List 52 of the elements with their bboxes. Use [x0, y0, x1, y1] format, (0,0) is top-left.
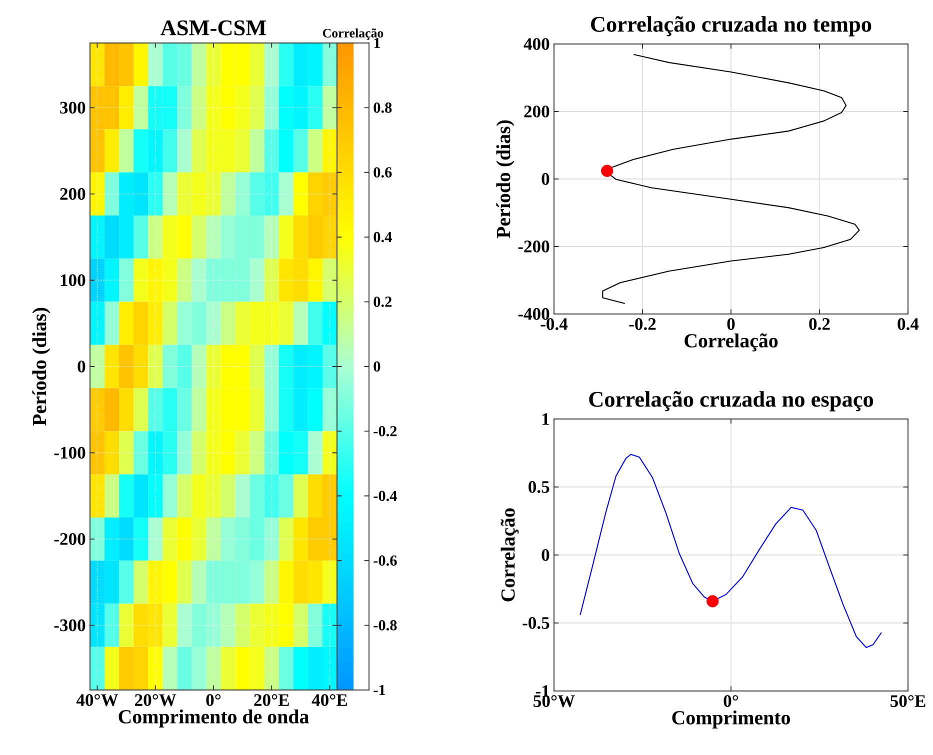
- x-tick-label: 0°: [206, 694, 221, 706]
- color-bar-label: -0.8: [374, 620, 397, 630]
- x-tick-label: 20°W: [135, 694, 176, 706]
- x-axis-title: Comprimento de onda: [118, 709, 309, 728]
- y-tick-label: 0: [542, 173, 550, 185]
- color-bar-label: 0.6: [374, 167, 392, 178]
- y-tick-label: 400: [524, 38, 550, 50]
- x-tick-label: 20°E: [254, 694, 289, 706]
- x-axis-title: Correlação: [684, 333, 778, 352]
- chart-title: ASM-CSM: [160, 20, 266, 36]
- y-axis-title: Período (dias): [496, 120, 514, 238]
- y-tick-label: 100: [60, 274, 86, 286]
- line-series: [602, 54, 860, 304]
- color-bar-label: 0.2: [374, 296, 392, 307]
- y-tick-label: 200: [524, 106, 550, 118]
- color-bar-label: -0.2: [374, 426, 397, 436]
- x-tick-label: 0.4: [898, 318, 919, 330]
- y-tick-label: -100: [54, 446, 86, 459]
- x-tick-label: -0.4: [540, 318, 568, 330]
- y-axis-title: Período (dias): [32, 308, 50, 426]
- y-tick-label: 0.5: [528, 481, 550, 493]
- line-series: [580, 454, 882, 648]
- chart-title: Correlação cruzada no tempo: [591, 16, 872, 36]
- y-tick-label: 300: [60, 102, 86, 114]
- x-tick-label: 40°W: [76, 694, 118, 706]
- color-bar-label: 0.4: [374, 232, 392, 242]
- color-bar-label: -0.4: [374, 490, 397, 502]
- color-bar-title: Correlação: [322, 28, 384, 40]
- x-tick-label: 0.2: [809, 318, 830, 330]
- y-tick-label: 0: [78, 360, 86, 372]
- x-axis-title: Comprimento: [672, 710, 790, 729]
- chart-title: Correlação cruzada no espaço: [589, 391, 874, 412]
- y-tick-label: 200: [60, 188, 86, 200]
- y-tick-label: -0.5: [522, 617, 550, 629]
- y-tick-label: 1: [542, 413, 549, 425]
- color-bar-label: -1: [374, 684, 386, 696]
- color-bar-label: 1: [374, 38, 380, 48]
- y-tick-label: 0: [542, 549, 550, 561]
- x-tick-label: 0°: [724, 695, 738, 707]
- y-tick-label: -400: [518, 308, 550, 320]
- x-tick-label: 0: [727, 318, 735, 330]
- color-bar-label: -0.6: [374, 555, 397, 566]
- color-bar-label: 0: [374, 361, 380, 372]
- y-tick-label: -200: [518, 240, 550, 252]
- color-bar-label: 0.8: [374, 102, 392, 113]
- y-tick-label: -200: [54, 533, 86, 545]
- x-tick-label: 50°W: [534, 695, 575, 708]
- x-tick-label: 40°E: [312, 694, 347, 706]
- y-tick-label: -300: [54, 619, 86, 632]
- x-tick-label: 50°E: [890, 695, 926, 707]
- y-axis-title: Correlação: [500, 508, 519, 602]
- x-tick-label: -0.2: [629, 318, 656, 330]
